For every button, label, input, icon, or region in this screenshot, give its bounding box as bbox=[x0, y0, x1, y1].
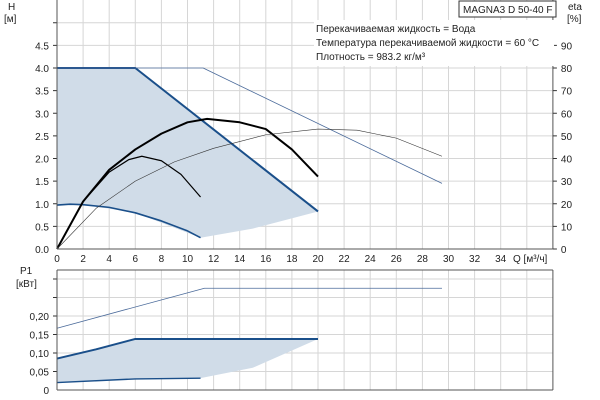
y2-tick-label: 80 bbox=[561, 64, 573, 75]
title-box bbox=[458, 0, 557, 18]
x-tick-label: 30 bbox=[443, 254, 455, 265]
x-axis-title: Q [м³/ч] bbox=[513, 254, 548, 265]
y2-tick-label: 0 bbox=[561, 245, 567, 256]
y-tick-label: 2.0 bbox=[35, 155, 49, 166]
x-tick-label: 0 bbox=[54, 254, 60, 265]
annotation-density: Плотность = 983.2 кг/м³ bbox=[316, 52, 426, 63]
series-p1-twin bbox=[56, 287, 442, 329]
x-tick-label: 22 bbox=[339, 254, 351, 265]
y2-tick-label: 20 bbox=[561, 200, 573, 211]
x-tick-label: 32 bbox=[469, 254, 481, 265]
y2-tick-label: 60 bbox=[561, 109, 573, 120]
y-tick-label: 0,05 bbox=[30, 368, 50, 379]
x-tick-label: 34 bbox=[495, 254, 507, 265]
series-h-max-twin bbox=[57, 67, 443, 184]
y2-tick-label: 90 bbox=[561, 41, 573, 52]
y-axis-title-p1: P1 bbox=[20, 266, 33, 277]
x-tick-label: 20 bbox=[312, 254, 324, 265]
power-plot: 0 0,05 0,10 0,15 0,20 bbox=[30, 269, 554, 397]
y-axis-unit-h: [м] bbox=[4, 14, 17, 25]
y-tick-label: 0,20 bbox=[30, 312, 50, 323]
y-tick-label: 0.5 bbox=[35, 222, 49, 233]
x-tick-label: 6 bbox=[133, 254, 139, 265]
annotation-background bbox=[314, 20, 554, 66]
y-axis-unit-p1: [кВт] bbox=[16, 279, 37, 290]
series-h-min bbox=[56, 203, 201, 239]
y-axis-title-h: H bbox=[8, 2, 15, 13]
x-tick-label: 16 bbox=[260, 254, 272, 265]
y-tick-label: 0 bbox=[43, 386, 49, 397]
y2-axis-title-eta: eta bbox=[568, 2, 582, 13]
annotation-temperature: Температура перекачиваемой жидкости = 60… bbox=[316, 38, 539, 49]
y2-tick-label: 40 bbox=[561, 155, 573, 166]
series-p1-max bbox=[56, 337, 318, 360]
x-tick-label: 12 bbox=[208, 254, 220, 265]
y-tick-label: 2.5 bbox=[35, 132, 49, 143]
y-tick-label: 1.0 bbox=[35, 200, 49, 211]
annotation-fluid: Перекачиваемая жидкость = Вода bbox=[316, 24, 476, 35]
y-tick-label: 0,15 bbox=[30, 331, 50, 342]
series-eta-twin bbox=[56, 128, 443, 250]
series-p1-min bbox=[56, 377, 201, 384]
y-tick-label: 4.5 bbox=[35, 41, 49, 52]
y-tick-label: 1.5 bbox=[35, 177, 49, 188]
chart-title: MAGNA3 D 50-40 F bbox=[463, 5, 552, 16]
y2-axis-unit-eta: [%] bbox=[567, 14, 582, 25]
y-tick-label: 3.0 bbox=[35, 109, 49, 120]
series-eta-min bbox=[56, 155, 202, 250]
x-tick-label: 8 bbox=[159, 254, 165, 265]
operating-range bbox=[57, 68, 318, 238]
x-tick-label: 18 bbox=[286, 254, 298, 265]
series-eta-max bbox=[56, 117, 319, 250]
x-tick-label: 2 bbox=[80, 254, 86, 265]
y-tick-label: 4.0 bbox=[35, 64, 49, 75]
x-tick-label: 4 bbox=[106, 254, 112, 265]
y2-tick-label: 10 bbox=[561, 222, 573, 233]
x-tick-label: 14 bbox=[234, 254, 246, 265]
y-tick-label: 0.0 bbox=[35, 245, 49, 256]
x-tick-label: 24 bbox=[365, 254, 377, 265]
y-tick-label: 0,10 bbox=[30, 349, 50, 360]
power-range bbox=[57, 338, 318, 383]
x-tick-label: 10 bbox=[182, 254, 194, 265]
y2-tick-label: 50 bbox=[561, 132, 573, 143]
x-tick-label: 28 bbox=[417, 254, 429, 265]
y-tick-label: 3.5 bbox=[35, 87, 49, 98]
x-tick-label: 26 bbox=[391, 254, 403, 265]
y2-tick-label: 30 bbox=[561, 177, 573, 188]
y2-tick-label: 70 bbox=[561, 87, 573, 98]
